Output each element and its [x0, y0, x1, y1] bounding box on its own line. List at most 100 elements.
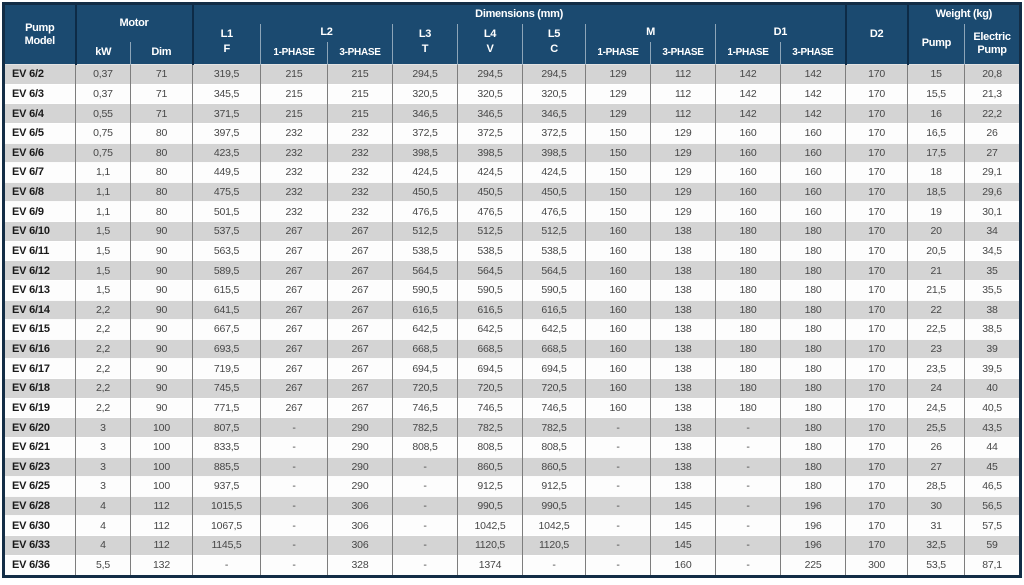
value-cell: 40 — [964, 378, 1021, 399]
table-row: EV 6/36 5,5 132- -328-1374- -160-225 300 53,5 8… — [3, 554, 1021, 577]
value-cell: 170 — [845, 83, 908, 104]
value-cell: 90 — [129, 221, 193, 242]
value-cell: 46,5 — [964, 476, 1021, 497]
value-cell: 3 — [75, 456, 131, 477]
value-cell: 56,5 — [964, 495, 1021, 516]
value-cell: 1120,5 — [522, 535, 586, 556]
header-pump-model: Pump Model — [3, 3, 76, 65]
value-cell: 160 — [715, 122, 781, 143]
value-cell: 290 — [327, 476, 393, 497]
value-cell: 160 — [715, 201, 781, 222]
value-cell: 100 — [129, 417, 193, 438]
value-cell: 642,5 — [457, 319, 523, 340]
value-cell: 328 — [327, 554, 393, 577]
header-weight-pump: Pump — [906, 23, 965, 65]
value-cell: 215 — [260, 103, 328, 124]
value-cell: 138 — [650, 476, 716, 497]
table-row: EV 6/12 1,5 90 589,5 267 267 564,5 564,5 564,5 16… — [3, 260, 1021, 281]
value-cell: 170 — [845, 142, 908, 163]
value-cell: 215 — [327, 103, 393, 124]
value-cell: 170 — [845, 64, 908, 85]
value-cell: 27 — [964, 142, 1021, 163]
value-cell: 30 — [907, 495, 965, 516]
table-row: EV 6/19 2,2 90 771,5 267 267 746,5 746,5 746,5 16… — [3, 397, 1021, 418]
value-cell: 746,5 — [522, 397, 586, 418]
value-cell: 40,5 — [964, 397, 1021, 418]
pump-model-cell: EV 6/4 — [3, 103, 76, 124]
value-cell: - — [522, 554, 586, 577]
value-cell: 142 — [715, 103, 781, 124]
pump-model-cell: EV 6/25 — [3, 476, 76, 497]
table-row: EV 6/8 1,1 80 475,5 232 232 450,5 450,5 450,5 150… — [3, 181, 1021, 202]
value-cell: 142 — [715, 64, 781, 85]
value-cell: 267 — [327, 358, 393, 379]
header-l4-v: V — [457, 41, 523, 65]
value-cell: 160 — [585, 279, 651, 300]
value-cell: 145 — [650, 495, 716, 516]
value-cell: 90 — [129, 358, 193, 379]
value-cell: 24,5 — [907, 397, 965, 418]
pump-model-cell: EV 6/16 — [3, 338, 76, 359]
header-l5: L5 — [522, 23, 586, 42]
value-cell: 267 — [260, 299, 328, 320]
value-cell: - — [715, 535, 781, 556]
value-cell: 1,1 — [75, 162, 131, 183]
value-cell: 170 — [845, 358, 908, 379]
value-cell: - — [585, 436, 651, 457]
value-cell: 833,5 — [192, 436, 261, 457]
value-cell: 21,5 — [907, 279, 965, 300]
value-cell: 180 — [780, 221, 846, 242]
value-cell: 3 — [75, 476, 131, 497]
value-cell: - — [585, 554, 651, 577]
value-cell: 196 — [780, 515, 846, 536]
value-cell: 100 — [129, 456, 193, 477]
value-cell: 142 — [780, 64, 846, 85]
header-d1: D1 — [715, 23, 846, 42]
value-cell: - — [260, 554, 328, 577]
value-cell: 512,5 — [522, 221, 586, 242]
pump-model-cell: EV 6/9 — [3, 201, 76, 222]
value-cell: 1,5 — [75, 260, 131, 281]
header-l5-c: C — [522, 41, 586, 65]
value-cell: 371,5 — [192, 103, 261, 124]
table-row: EV 6/6 0,75 80 423,5 232 232 398,5 398,5 398,5 15… — [3, 142, 1021, 163]
value-cell: 160 — [585, 397, 651, 418]
value-cell: 450,5 — [522, 181, 586, 202]
value-cell: 1120,5 — [457, 535, 523, 556]
value-cell: 267 — [327, 260, 393, 281]
value-cell: 170 — [845, 476, 908, 497]
value-cell: 180 — [715, 358, 781, 379]
value-cell: 719,5 — [192, 358, 261, 379]
value-cell: 100 — [129, 476, 193, 497]
value-cell: 294,5 — [392, 64, 458, 85]
header-d1-3phase: 3-PHASE — [780, 41, 846, 65]
value-cell: 782,5 — [392, 417, 458, 438]
value-cell: 1,5 — [75, 240, 131, 261]
value-cell: 26 — [964, 122, 1021, 143]
value-cell: 807,5 — [192, 417, 261, 438]
header-motor: Motor — [74, 3, 193, 42]
value-cell: 160 — [780, 142, 846, 163]
value-cell: 215 — [327, 83, 393, 104]
value-cell: 34 — [964, 221, 1021, 242]
value-cell: 160 — [585, 319, 651, 340]
pump-model-cell: EV 6/13 — [3, 279, 76, 300]
value-cell: 112 — [650, 103, 716, 124]
value-cell: - — [260, 535, 328, 556]
pump-model-cell: EV 6/15 — [3, 319, 76, 340]
value-cell: 512,5 — [392, 221, 458, 242]
value-cell: 160 — [780, 181, 846, 202]
value-cell: 180 — [780, 476, 846, 497]
value-cell: 564,5 — [522, 260, 586, 281]
value-cell: - — [585, 515, 651, 536]
value-cell: 35 — [964, 260, 1021, 281]
header-kw: kW — [74, 41, 131, 65]
value-cell: 196 — [780, 495, 846, 516]
value-cell: 90 — [129, 260, 193, 281]
pump-model-cell: EV 6/33 — [3, 535, 76, 556]
value-cell: 180 — [780, 279, 846, 300]
value-cell: 267 — [260, 240, 328, 261]
value-cell: 232 — [260, 122, 328, 143]
value-cell: 170 — [845, 535, 908, 556]
